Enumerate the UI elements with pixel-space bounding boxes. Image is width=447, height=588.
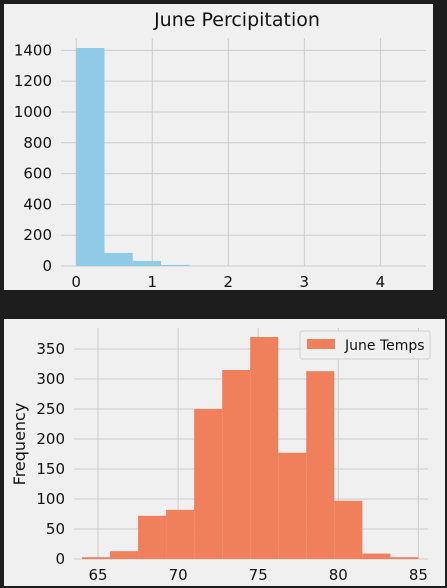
x-tick-label: 2 (224, 273, 234, 290)
x-tick-label: 1 (147, 273, 157, 290)
y-tick-label: 0 (55, 550, 65, 568)
histogram-bar (138, 515, 167, 559)
y-tick-label: 1200 (14, 72, 52, 90)
y-tick-label: 1400 (14, 41, 52, 59)
histogram-bar (104, 252, 133, 266)
histogram-bar (166, 509, 195, 559)
x-tick-label: 75 (249, 566, 268, 584)
y-tick-label: 300 (36, 370, 65, 388)
temperature-histogram: Frequency 65 70 75 80 85 0 50 100 150 200 250 300 3… (10, 328, 431, 584)
histogram-bar (110, 551, 139, 559)
y-axis-label: Frequency (10, 403, 29, 486)
y-tick-label: 250 (36, 400, 65, 418)
histogram-bar (390, 557, 419, 559)
y-tick-label: 600 (23, 165, 52, 183)
precipitation-histogram-panel: June Percipitation 0 1 2 3 4 0 200 400 600 800 10… (4, 4, 433, 290)
histogram-bar (76, 48, 105, 266)
histogram-bar (222, 370, 251, 559)
y-tick-label: 200 (36, 430, 65, 448)
y-tick-label: 400 (23, 195, 52, 213)
legend-box (299, 330, 431, 360)
histogram-bar (306, 371, 335, 559)
y-tick-label: 50 (46, 520, 65, 538)
y-tick-label: 800 (23, 134, 52, 152)
y-tick-label: 350 (36, 340, 65, 358)
y-tick-label: 200 (23, 226, 52, 244)
y-tick-label: 0 (42, 257, 52, 275)
histogram-bar (278, 452, 307, 559)
x-tick-label: 70 (169, 566, 188, 584)
x-tick-label: 0 (71, 273, 81, 290)
precipitation-histogram: June Percipitation 0 1 2 3 4 0 200 400 600 800 10… (14, 9, 426, 290)
histogram-bar (334, 500, 363, 559)
histogram-bar (82, 557, 111, 559)
x-tick-label: 3 (300, 273, 310, 290)
histogram-bar (132, 260, 162, 266)
chart-title: June Percipitation (153, 9, 320, 31)
x-tick-label: 4 (376, 273, 386, 290)
histogram-bar (362, 553, 391, 559)
histogram-bar (161, 264, 190, 266)
x-tick-label: 65 (88, 566, 107, 584)
temperature-histogram-panel: Frequency 65 70 75 80 85 0 50 100 150 200 250 300 3… (4, 319, 445, 586)
histogram-bar (194, 409, 223, 559)
x-tick-label: 85 (409, 566, 428, 584)
y-tick-label: 1000 (14, 103, 52, 121)
y-tick-label: 150 (36, 460, 65, 478)
x-tick-label: 80 (329, 566, 348, 584)
y-tick-label: 100 (36, 490, 65, 508)
legend-label: June Temps (344, 338, 425, 354)
histogram-bar (250, 337, 279, 559)
legend-swatch (307, 339, 335, 349)
legend: June Temps (299, 330, 431, 360)
